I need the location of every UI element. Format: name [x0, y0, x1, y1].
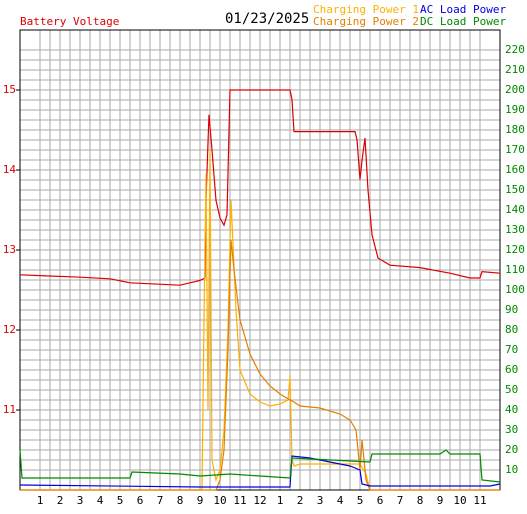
y2-tick-label: 130: [505, 223, 525, 236]
y2-tick-label: 220: [505, 43, 525, 56]
y2-tick-label: 90: [505, 303, 518, 316]
y2-tick-label: 140: [505, 203, 525, 216]
y2-tick-label: 30: [505, 423, 518, 436]
y2-tick-label: 100: [505, 283, 525, 296]
y-tick-label: 15: [3, 83, 16, 96]
x-tick-label: 6: [137, 494, 144, 507]
x-tick-label: 3: [317, 494, 324, 507]
x-tick-label: 11: [233, 494, 246, 507]
x-tick-label: 3: [77, 494, 84, 507]
y2-tick-label: 70: [505, 343, 518, 356]
y2-tick-label: 110: [505, 263, 525, 276]
x-tick-label: 5: [357, 494, 364, 507]
x-tick-label: 7: [157, 494, 164, 507]
x-tick-label: 10: [453, 494, 466, 507]
x-tick-label: 4: [97, 494, 104, 507]
y-tick-label: 14: [3, 163, 17, 176]
x-tick-label: 6: [377, 494, 384, 507]
x-tick-label: 5: [117, 494, 124, 507]
series-line: [19, 455, 501, 488]
x-tick-label: 9: [197, 494, 204, 507]
y2-tick-label: 160: [505, 163, 525, 176]
plot-border: [19, 29, 501, 491]
x-tick-label: 1: [37, 494, 44, 507]
y2-tick-label: 80: [505, 323, 518, 336]
y-axis-label: Battery Voltage: [20, 15, 119, 28]
legend-entry: DC Load Power: [420, 15, 506, 28]
y2-tick-label: 40: [505, 403, 518, 416]
x-tick-label: 9: [437, 494, 444, 507]
y2-tick-label: 10: [505, 463, 518, 476]
x-tick-label: 12: [253, 494, 266, 507]
y2-tick-label: 200: [505, 83, 525, 96]
x-tick-label: 11: [473, 494, 486, 507]
x-tick-label: 8: [417, 494, 424, 507]
y-tick-label: 12: [3, 323, 16, 336]
y-tick-label: 13: [3, 243, 16, 256]
series-line: [20, 149, 500, 491]
y2-tick-label: 50: [505, 383, 518, 396]
y-tick-label: 11: [3, 403, 16, 416]
x-tick-label: 2: [297, 494, 304, 507]
y2-tick-label: 120: [505, 243, 525, 256]
y2-tick-label: 170: [505, 143, 525, 156]
series-line: [20, 239, 500, 491]
legend-entry: Charging Power 2: [313, 15, 419, 28]
x-tick-label: 10: [213, 494, 226, 507]
x-tick-label: 1: [277, 494, 284, 507]
y2-tick-label: 180: [505, 123, 525, 136]
series-line: [19, 89, 501, 286]
legend-entry: AC Load Power: [420, 3, 506, 16]
y2-tick-label: 210: [505, 63, 525, 76]
y2-tick-label: 20: [505, 443, 518, 456]
legend-entry: Charging Power 1: [313, 3, 419, 16]
series-line: [19, 449, 501, 483]
x-tick-label: 8: [177, 494, 184, 507]
y2-tick-label: 60: [505, 363, 518, 376]
y2-tick-label: 190: [505, 103, 525, 116]
y2-tick-label: 150: [505, 183, 525, 196]
x-tick-label: 7: [397, 494, 404, 507]
x-tick-label: 2: [57, 494, 64, 507]
chart-title: 01/23/2025: [225, 11, 309, 27]
x-tick-label: 4: [337, 494, 344, 507]
